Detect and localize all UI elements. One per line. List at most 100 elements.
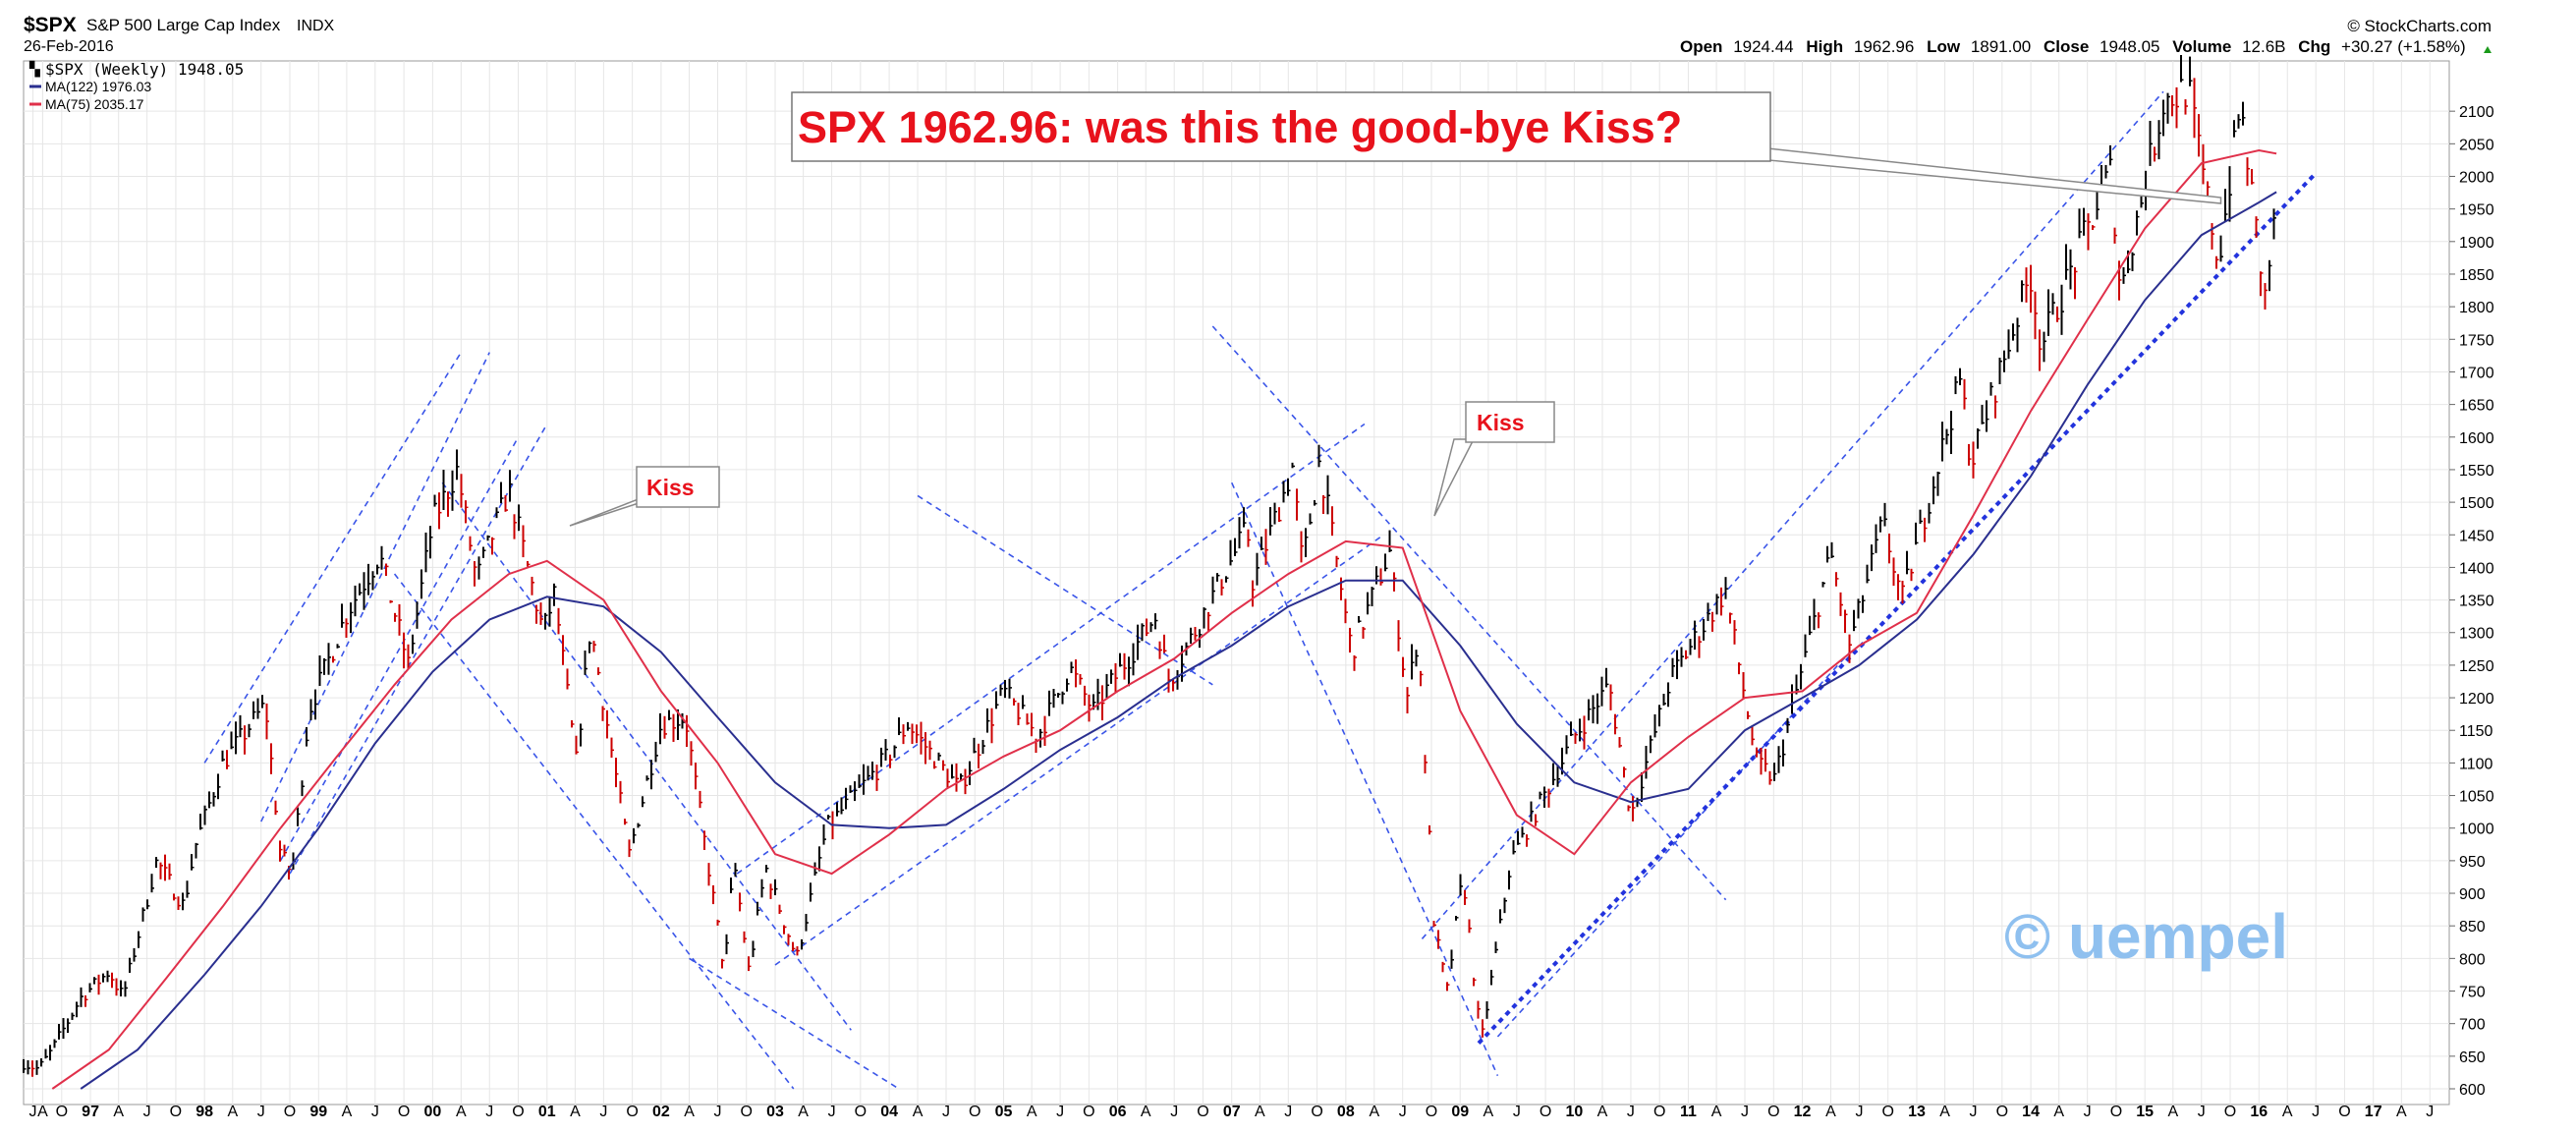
x-tick-label: J	[599, 1104, 607, 1120]
x-tick-label: A	[1369, 1104, 1379, 1120]
x-tick-label: J	[1627, 1104, 1635, 1120]
kiss2-callout-box	[1465, 401, 1555, 443]
x-tick-label: J	[371, 1104, 379, 1120]
x-tick-label: 16	[2250, 1104, 2268, 1120]
x-tick-label: O	[2110, 1104, 2122, 1120]
high-value: 1962.96	[1854, 37, 1914, 56]
headline-callout-box	[791, 91, 1771, 162]
x-tick-label: 08	[1337, 1104, 1355, 1120]
x-tick-label: A	[1255, 1104, 1265, 1120]
ma75-line	[51, 148, 2277, 1090]
x-tick-label: O	[398, 1104, 410, 1120]
y-tick-label: 1650	[2459, 398, 2494, 415]
low-value: 1891.00	[1971, 37, 2031, 56]
y-tick-label: 1450	[2459, 528, 2494, 544]
chg-label: Chg	[2298, 37, 2330, 56]
x-tick-label: 97	[82, 1104, 99, 1120]
y-tick-label: 900	[2459, 886, 2486, 903]
x-tick-label: O	[1996, 1104, 2008, 1120]
volume-label: Volume	[2172, 37, 2231, 56]
plot-border	[23, 60, 2450, 1106]
x-tick-label: 98	[196, 1104, 213, 1120]
x-tick-label: J	[485, 1104, 493, 1120]
x-tick-label: O	[969, 1104, 980, 1120]
y-tick-label: 1200	[2459, 691, 2494, 708]
x-tick-label: O	[2224, 1104, 2236, 1120]
x-tick-label: J	[1513, 1104, 1521, 1120]
y-tick-label: 1000	[2459, 822, 2494, 838]
trendline	[393, 573, 795, 1090]
y-tick-label: 1900	[2459, 235, 2494, 252]
x-tick-label: J	[1741, 1104, 1749, 1120]
trendline	[736, 423, 1366, 875]
y-tick-label: 1550	[2459, 463, 2494, 480]
x-tick-label: J	[2312, 1104, 2320, 1120]
trendline	[203, 352, 463, 764]
y-tick-label: 650	[2459, 1049, 2486, 1066]
y-tick-label: 1750	[2459, 332, 2494, 349]
x-tick-label: 09	[1451, 1104, 1469, 1120]
legend-ma122: MA(122) 1976.03	[45, 79, 151, 94]
x-tick-label: 10	[1565, 1104, 1583, 1120]
x-tick-label: 04	[880, 1104, 898, 1120]
x-tick-label: J	[29, 1104, 37, 1120]
support-trendline	[1477, 171, 2318, 1045]
x-tick-label: 05	[995, 1104, 1013, 1120]
x-tick-label: O	[1083, 1104, 1094, 1120]
chg-value: +30.27 (+1.58%)	[2341, 37, 2466, 56]
legend: ▚ $SPX (Weekly) 1948.05 MA(122) 1976.03 …	[28, 60, 244, 112]
y-tick-label: 1050	[2459, 789, 2494, 806]
x-tick-label: O	[626, 1104, 638, 1120]
trendline	[1211, 325, 1727, 901]
x-tick-label: O	[855, 1104, 867, 1120]
callouts: SPX 1962.96: was this the good-bye Kiss?…	[569, 91, 2222, 527]
y-tick-label: 800	[2459, 951, 2486, 968]
x-tick-label: 15	[2136, 1104, 2154, 1120]
legend-ma75: MA(75) 2035.17	[45, 96, 144, 112]
x-tick-label: A	[456, 1104, 467, 1120]
x-tick-label: J	[1170, 1104, 1178, 1120]
x-tick-label: A	[2167, 1104, 2178, 1120]
y-tick-label: 1600	[2459, 430, 2494, 447]
x-tick-label: O	[741, 1104, 753, 1120]
y-tick-label: 950	[2459, 854, 2486, 871]
date-label: 26-Feb-2016	[24, 38, 114, 55]
x-tick-label: J	[2198, 1104, 2206, 1120]
x-tick-label: A	[913, 1104, 924, 1120]
trendline	[1421, 90, 2164, 939]
volume-value: 12.6B	[2242, 37, 2285, 56]
up-arrow-icon	[2484, 46, 2492, 53]
quote-line: Open 1924.44 High 1962.96 Low 1891.00 Cl…	[1680, 37, 2492, 56]
x-tick-label: J	[1855, 1104, 1863, 1120]
x-tick-label: A	[227, 1104, 238, 1120]
y-tick-label: 2100	[2459, 104, 2494, 121]
trendline	[774, 534, 1384, 966]
x-tick-label: O	[1881, 1104, 1893, 1120]
x-tick-label: A	[2396, 1104, 2407, 1120]
y-tick-label: 1350	[2459, 594, 2494, 610]
x-tick-label: A	[113, 1104, 124, 1120]
x-tick-label: A	[570, 1104, 581, 1120]
x-tick-label: O	[1767, 1104, 1779, 1120]
x-tick-label: A	[1597, 1104, 1608, 1120]
close-label: Close	[2044, 37, 2089, 56]
x-tick-label: 13	[1908, 1104, 1926, 1120]
plot-frame	[23, 60, 2450, 1106]
watermark: © uempel	[2004, 901, 2288, 972]
x-tick-label: O	[170, 1104, 182, 1120]
kiss1-callout-box	[636, 466, 720, 508]
x-tick-label: 03	[766, 1104, 784, 1120]
x-tick-label: 11	[1680, 1104, 1697, 1120]
legend-price-icon: ▚	[28, 61, 40, 78]
y-tick-label: 1400	[2459, 560, 2494, 577]
x-tick-label: A	[2282, 1104, 2293, 1120]
x-tick-label: A	[684, 1104, 695, 1120]
x-tick-label: O	[1653, 1104, 1665, 1120]
open-value: 1924.44	[1733, 37, 1793, 56]
x-tick-label: 14	[2022, 1104, 2040, 1120]
x-tick-label: O	[1540, 1104, 1551, 1120]
x-tick-label: A	[2053, 1104, 2064, 1120]
x-tick-label: A	[1141, 1104, 1151, 1120]
x-tick-label: J	[143, 1104, 151, 1120]
